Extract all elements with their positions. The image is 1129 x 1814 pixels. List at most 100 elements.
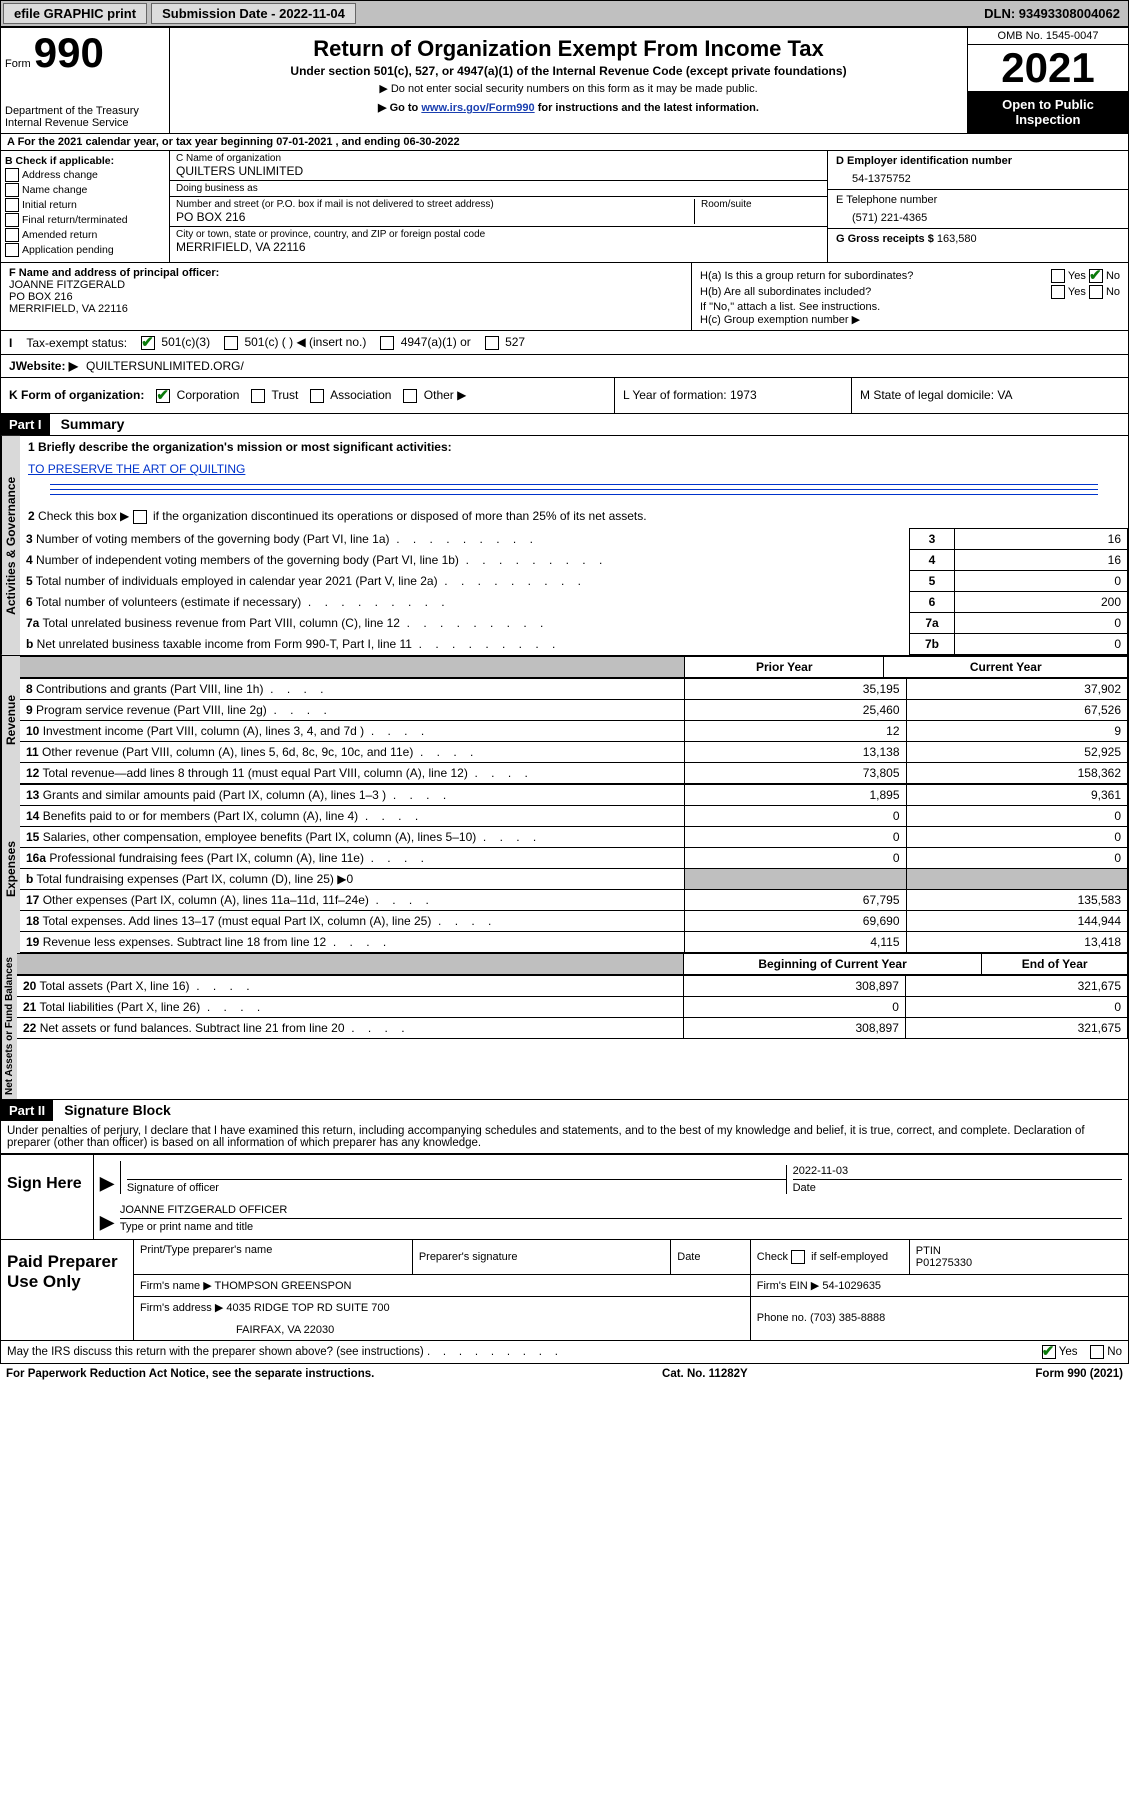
- sig-date-lbl: Date: [793, 1182, 1122, 1194]
- col-c: C Name of organization QUILTERS UNLIMITE…: [170, 151, 827, 262]
- footer-irs-discuss: May the IRS discuss this return with the…: [0, 1341, 1129, 1364]
- cb-name-change[interactable]: [5, 183, 19, 197]
- sign-block: Sign Here ▶ Signature of officer 2022-11…: [0, 1154, 1129, 1240]
- m-state: M State of legal domicile: VA: [851, 378, 1128, 413]
- table-ag: 3 Number of voting members of the govern…: [20, 528, 1128, 655]
- section-j: J Website: ▶ QUILTERSUNLIMITED.ORG/: [0, 355, 1129, 378]
- j-website[interactable]: QUILTERSUNLIMITED.ORG/: [86, 359, 244, 373]
- cb-discuss-yes[interactable]: [1042, 1345, 1056, 1359]
- prep-h2: Preparer's signature: [419, 1251, 664, 1263]
- lbl-final: Final return/terminated: [22, 214, 128, 226]
- discuss-yes: Yes: [1059, 1346, 1078, 1358]
- k-trust: Trust: [272, 388, 299, 402]
- c-name: QUILTERS UNLIMITED: [176, 164, 821, 178]
- cb-501c3[interactable]: [141, 336, 155, 350]
- pra-notice: For Paperwork Reduction Act Notice, see …: [6, 1368, 374, 1380]
- ein-lbl: Firm's EIN ▶: [757, 1280, 820, 1292]
- prep-ptin-lbl: PTIN: [916, 1245, 1122, 1257]
- sign-arrow2-icon: ▶: [100, 1212, 114, 1233]
- c-city-lbl: City or town, state or province, country…: [176, 229, 821, 240]
- part2-title: Signature Block: [56, 1102, 171, 1118]
- cb-amended[interactable]: [5, 228, 19, 242]
- goto-link[interactable]: www.irs.gov/Form990: [421, 102, 534, 114]
- k-assoc: Association: [330, 388, 391, 402]
- part1-badge: Part I: [1, 414, 50, 435]
- row-18: 18 Total expenses. Add lines 13–17 (must…: [20, 910, 1128, 931]
- penalty-text: Under penalties of perjury, I declare th…: [1, 1121, 1128, 1153]
- ag-row-4: 4 Number of independent voting members o…: [20, 549, 1128, 570]
- cb-trust[interactable]: [251, 389, 265, 403]
- k-other: Other ▶: [424, 388, 467, 402]
- f-lbl: F Name and address of principal officer:: [9, 267, 683, 279]
- firm-lbl: Firm's name ▶: [140, 1280, 212, 1292]
- line2: 2 Check this box ▶ if the organization d…: [28, 509, 647, 523]
- row-19: 19 Revenue less expenses. Subtract line …: [20, 931, 1128, 952]
- part2-badge: Part II: [1, 1100, 53, 1121]
- row-b: b Total fundraising expenses (Part IX, c…: [20, 868, 1128, 889]
- phone-lbl: Phone no.: [757, 1312, 807, 1324]
- cb-self-emp[interactable]: [791, 1250, 805, 1264]
- cb-final[interactable]: [5, 213, 19, 227]
- ag-row-7a: 7a Total unrelated business revenue from…: [20, 612, 1128, 633]
- d-lbl: D Employer identification number: [836, 155, 1120, 167]
- prep-h3: Date: [677, 1251, 744, 1263]
- i-501c: 501(c) ( ) ◀ (insert no.): [244, 335, 366, 349]
- prep-h1: Print/Type preparer's name: [140, 1244, 406, 1256]
- hdr-curr: Current Year: [884, 656, 1128, 677]
- table-rev: 8 Contributions and grants (Part VIII, l…: [20, 678, 1128, 784]
- cb-527[interactable]: [485, 336, 499, 350]
- prep-ptin: P01275330: [916, 1257, 1122, 1269]
- summary-ag: Activities & Governance 1 Briefly descri…: [0, 436, 1129, 656]
- row-17: 17 Other expenses (Part IX, column (A), …: [20, 889, 1128, 910]
- row-20: 20 Total assets (Part X, line 16) 308,89…: [17, 975, 1128, 996]
- cb-addr-change[interactable]: [5, 168, 19, 182]
- cb-ha-yes[interactable]: [1051, 269, 1065, 283]
- sign-here-lbl: Sign Here: [1, 1155, 94, 1239]
- d-val: 54-1375752: [836, 167, 1120, 185]
- cb-4947[interactable]: [380, 336, 394, 350]
- cb-other[interactable]: [403, 389, 417, 403]
- cb-discontinued[interactable]: [133, 510, 147, 524]
- cb-pending[interactable]: [5, 243, 19, 257]
- part2-header: Part II Signature Block Under penalties …: [0, 1100, 1129, 1154]
- phone-val: (703) 385-8888: [810, 1312, 885, 1324]
- section-k: K Form of organization: Corporation Trus…: [0, 378, 1129, 414]
- c-street-lbl: Number and street (or P.O. box if mail i…: [176, 199, 694, 210]
- hb-no: No: [1106, 286, 1120, 298]
- sig-officer-lbl: Signature of officer: [127, 1182, 786, 1194]
- c-name-lbl: C Name of organization: [176, 153, 821, 164]
- cb-hb-yes[interactable]: [1051, 285, 1065, 299]
- open-public: Open to Public Inspection: [968, 91, 1128, 133]
- c-city: MERRIFIELD, VA 22116: [176, 240, 821, 254]
- efile-btn[interactable]: efile GRAPHIC print: [3, 3, 147, 24]
- cb-ha-no[interactable]: [1089, 269, 1103, 283]
- form-number: 990: [34, 29, 104, 76]
- ha-no: No: [1106, 270, 1120, 282]
- ha-lbl: H(a) Is this a group return for subordin…: [700, 270, 913, 282]
- g-val: 163,580: [937, 233, 977, 245]
- f-addr2: MERRIFIELD, VA 22116: [9, 303, 683, 315]
- lbl-pending: Application pending: [22, 244, 114, 256]
- part1-title: Summary: [53, 416, 125, 432]
- cb-discuss-no[interactable]: [1090, 1345, 1104, 1359]
- cb-hb-no[interactable]: [1089, 285, 1103, 299]
- hc-lbl: H(c) Group exemption number ▶: [700, 313, 1120, 326]
- section-i: I Tax-exempt status: 501(c)(3) 501(c) ( …: [0, 331, 1129, 355]
- table-exp: 13 Grants and similar amounts paid (Part…: [20, 784, 1128, 953]
- goto-post: for instructions and the latest informat…: [538, 102, 759, 114]
- cb-assoc[interactable]: [310, 389, 324, 403]
- row-14: 14 Benefits paid to or for members (Part…: [20, 805, 1128, 826]
- e-val: (571) 221-4365: [836, 206, 1120, 224]
- cb-corp[interactable]: [156, 389, 170, 403]
- submission-date: Submission Date - 2022-11-04: [151, 3, 356, 24]
- summary-exp: Expenses 13 Grants and similar amounts p…: [0, 784, 1129, 953]
- topbar: efile GRAPHIC print Submission Date - 20…: [0, 0, 1129, 27]
- addr1: 4035 RIDGE TOP RD SUITE 700: [226, 1302, 389, 1314]
- row-21: 21 Total liabilities (Part X, line 26) 0…: [17, 996, 1128, 1017]
- hb-note: If "No," attach a list. See instructions…: [700, 301, 1120, 313]
- cb-501c[interactable]: [224, 336, 238, 350]
- footer-bottom: For Paperwork Reduction Act Notice, see …: [0, 1364, 1129, 1384]
- cb-initial[interactable]: [5, 198, 19, 212]
- e-lbl: E Telephone number: [836, 194, 1120, 206]
- goto-pre: ▶ Go to: [378, 102, 421, 114]
